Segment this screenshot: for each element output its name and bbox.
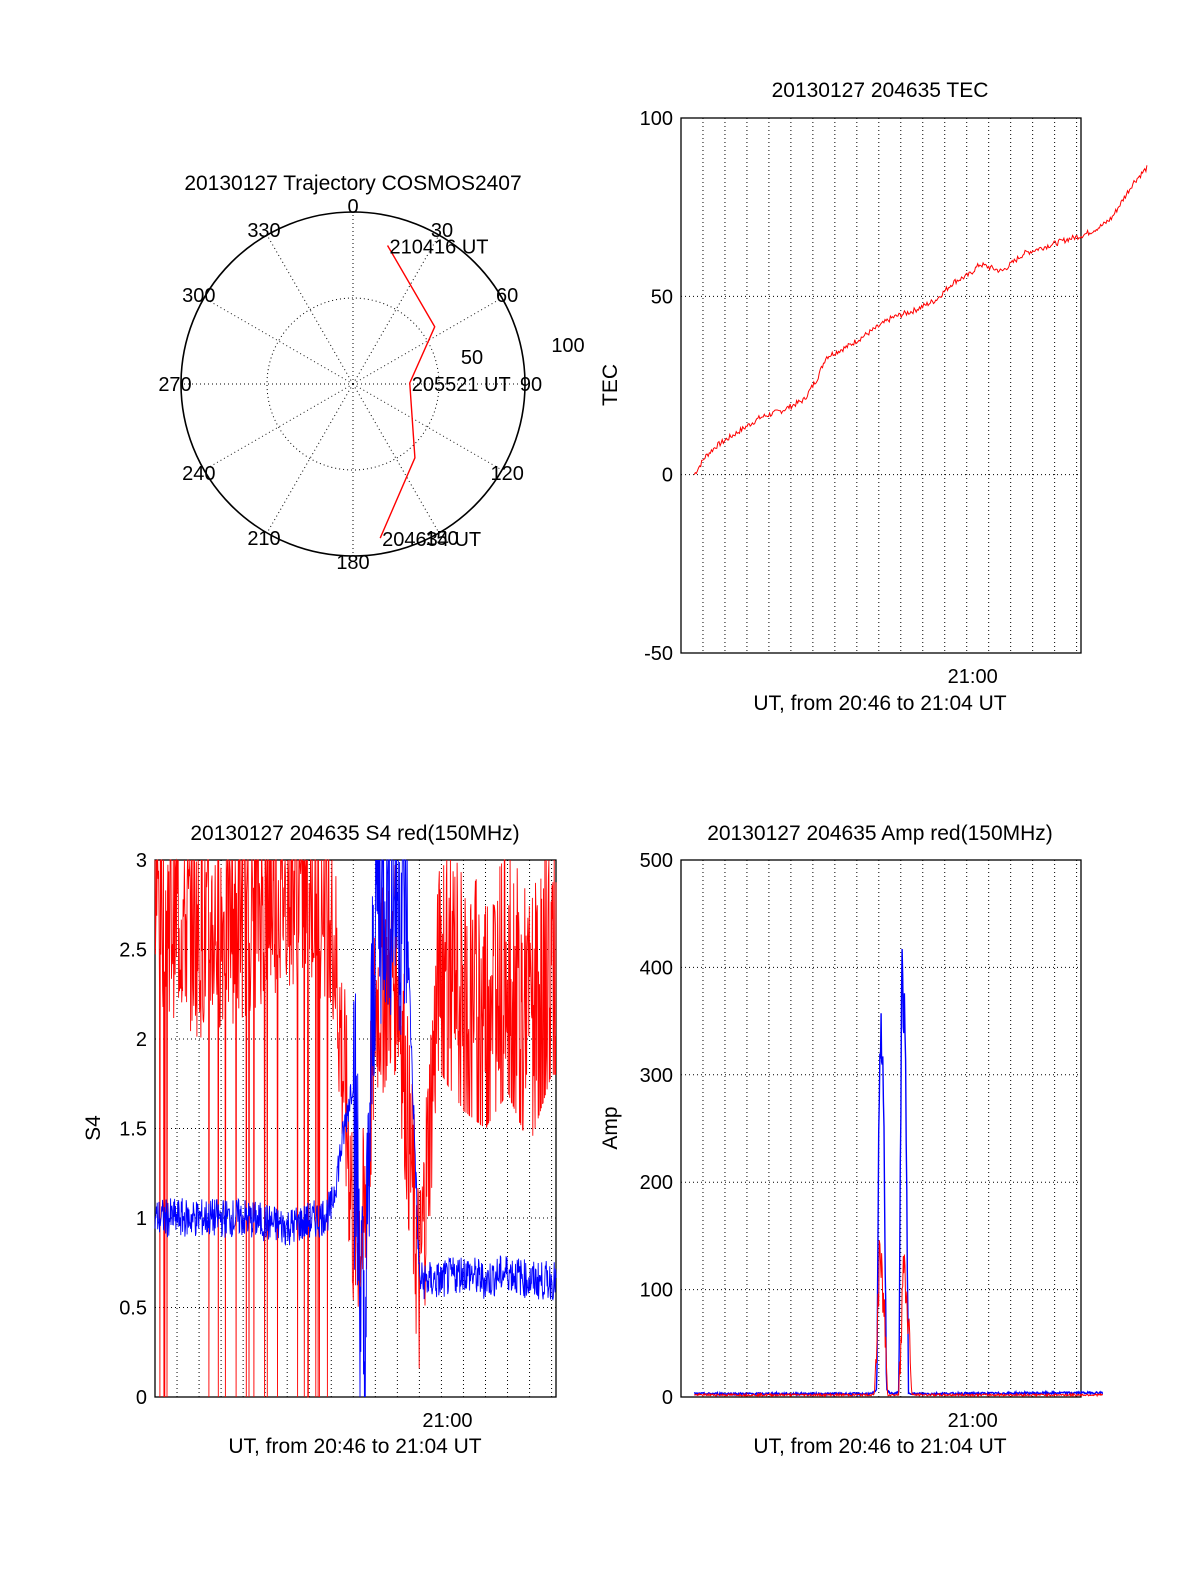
polar-angle-label: 330: [247, 220, 280, 242]
polar-grid-circle-50: [266, 297, 440, 471]
polar-angle-label: 210: [247, 528, 280, 550]
polar-radial-label: 50: [461, 347, 483, 369]
s4-red-series-line: [154, 858, 557, 1398]
polar-outer-circle: [180, 211, 526, 557]
polar-angle-label: 60: [496, 285, 518, 307]
polar-spoke: [352, 383, 440, 534]
polar-trajectory-chart: 20130127 Trajectory COSMOS2407 0 30 60 90 12…: [158, 172, 584, 574]
polar-spoke: [352, 297, 503, 385]
tec-y-tick-label: 0: [662, 465, 673, 487]
s4-y-tick-label: 3: [136, 850, 147, 872]
polar-angle-label: 30: [431, 220, 453, 242]
tec-y-tick-label: -50: [644, 643, 673, 665]
tec-title: 20130127 204635 TEC: [772, 79, 989, 102]
amp-y-tick-label: 200: [640, 1172, 673, 1194]
tec-y-tick-label: 100: [640, 108, 673, 130]
amp-y-tick-label: 0: [662, 1387, 673, 1409]
amp-y-tick-label: 100: [640, 1280, 673, 1302]
amp-title: 20130127 204635 Amp red(150MHz): [707, 822, 1053, 845]
s4-x-tick-label: 21:00: [422, 1410, 472, 1432]
s4-chart: 20130127 204635 S4 red(150MHz) UT, from …: [82, 822, 557, 1458]
polar-spoke: [352, 383, 503, 471]
tec-x-tick-label: 21:00: [948, 666, 998, 688]
tec-y-axis-label: TEC: [599, 364, 622, 406]
trajectory-time-label: 205521 UT: [412, 374, 511, 396]
tec-series-line: [693, 165, 1148, 475]
s4-y-tick-label: 2.5: [119, 940, 147, 962]
amp-y-tick-label: 300: [640, 1065, 673, 1087]
trajectory-line: [379, 245, 436, 539]
polar-spoke: [203, 383, 354, 471]
s4-blue-series-line: [154, 859, 557, 1398]
polar-title: 20130127 Trajectory COSMOS2407: [184, 172, 521, 195]
amp-blue-series-line: [693, 948, 1104, 1397]
s4-y-tick-label: 0: [136, 1387, 147, 1409]
amp-frame: [680, 859, 1082, 1398]
polar-angle-label: 270: [158, 374, 191, 396]
tec-chart: 20130127 204635 TEC UT, from 20:46 to 21…: [599, 79, 1148, 715]
polar-angle-label: 150: [425, 528, 458, 550]
s4-x-axis-label: UT, from 20:46 to 21:04 UT: [228, 1435, 481, 1458]
polar-angle-label: 120: [490, 463, 523, 485]
s4-y-tick-label: 1.5: [119, 1119, 147, 1141]
amp-y-tick-label: 500: [640, 850, 673, 872]
polar-angle-label: 180: [336, 552, 369, 574]
trajectory-time-label: 210416 UT: [390, 236, 489, 258]
amp-y-axis-label: Amp: [599, 1106, 622, 1149]
polar-angle-label: 300: [182, 285, 215, 307]
polar-radial-label: 100: [551, 335, 584, 357]
tec-x-axis-label: UT, from 20:46 to 21:04 UT: [753, 692, 1006, 715]
s4-title: 20130127 204635 S4 red(150MHz): [190, 822, 519, 845]
polar-spoke: [266, 383, 354, 534]
amp-y-tick-label: 400: [640, 957, 673, 979]
s4-y-tick-label: 2: [136, 1029, 147, 1051]
polar-spoke: [203, 297, 354, 385]
tec-y-tick-label: 50: [651, 286, 673, 308]
polar-spoke: [266, 234, 354, 385]
trajectory-time-label: 204634 UT: [382, 529, 481, 551]
polar-angle-label: 90: [520, 374, 542, 396]
polar-angle-label: 0: [347, 196, 358, 218]
s4-y-axis-label: S4: [82, 1115, 105, 1141]
s4-y-tick-label: 0.5: [119, 1298, 147, 1320]
polar-spoke: [352, 234, 440, 385]
amp-x-tick-label: 21:00: [948, 1410, 998, 1432]
amp-red-series-line: [693, 1240, 1103, 1398]
s4-y-tick-label: 1: [136, 1208, 147, 1230]
s4-frame: [154, 859, 557, 1398]
amp-chart: 20130127 204635 Amp red(150MHz) UT, from…: [599, 822, 1104, 1458]
polar-angle-label: 240: [182, 463, 215, 485]
amp-x-axis-label: UT, from 20:46 to 21:04 UT: [753, 1435, 1006, 1458]
tec-frame: [680, 117, 1082, 654]
